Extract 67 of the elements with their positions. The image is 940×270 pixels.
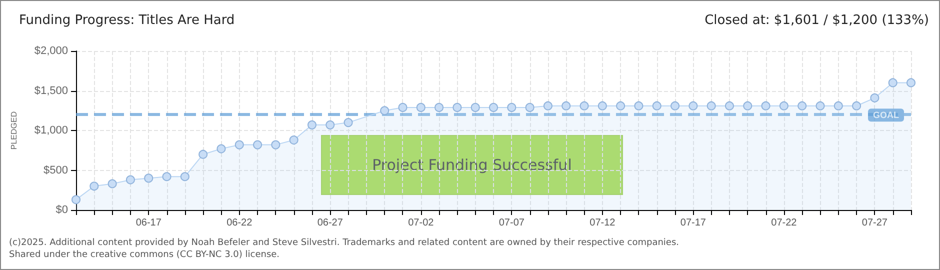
point [489, 102, 498, 112]
point [216, 144, 226, 154]
x-tick-label: 07-12 [590, 218, 616, 228]
point [525, 102, 534, 112]
point [743, 101, 752, 110]
banner-box: Project Funding Successful [321, 135, 623, 195]
point [416, 102, 426, 112]
point [180, 172, 190, 182]
point [616, 101, 626, 110]
point [779, 101, 788, 110]
point [126, 175, 135, 184]
point [307, 120, 316, 130]
point [380, 106, 390, 116]
x-tick-label: 06-17 [136, 218, 162, 228]
x-tick-label: 06-22 [226, 218, 253, 228]
x-tick-label: 07-17 [680, 218, 706, 228]
point [344, 118, 353, 128]
x-tick-label: 07-27 [862, 218, 888, 228]
y-tick-label: $1,500 [34, 84, 68, 97]
point [543, 101, 552, 110]
text: (c)2025. Additional content provided by Noah Befeler and Steve Silvestri. Trademarks and related content are owned by their respective companies. [9, 237, 680, 249]
point [144, 174, 154, 183]
point [670, 101, 680, 110]
point [562, 101, 571, 110]
point [198, 150, 208, 159]
point [289, 136, 298, 145]
point [398, 102, 408, 112]
point [706, 101, 716, 110]
point [852, 101, 862, 110]
point [634, 101, 644, 110]
chart-subtitle: Closed at: $1,601 / $1,200 (133%) [704, 13, 929, 28]
x-tick-label: 07-07 [498, 218, 525, 228]
point [90, 182, 99, 191]
point [580, 101, 589, 110]
point [271, 140, 280, 150]
point [234, 140, 244, 150]
point [724, 101, 734, 110]
point [162, 172, 172, 182]
ref-line-label: GOAL [873, 110, 900, 120]
point [761, 101, 770, 110]
point [906, 78, 916, 88]
point [108, 179, 117, 188]
point [72, 195, 80, 204]
point [507, 102, 516, 112]
y-tick-label: $1,000 [34, 124, 68, 136]
point [434, 102, 444, 112]
point [816, 101, 825, 110]
point [470, 102, 480, 112]
y-tick-label: $500 [44, 164, 68, 176]
text: Shared under the creative commons (CC BY-NC 3.0) license. [9, 249, 281, 261]
x-tick-label: 07-22 [771, 218, 798, 228]
point [688, 101, 698, 110]
y-axis-title: PLEDGED [10, 111, 18, 150]
chart-title: Funding Progress: Titles Are Hard [19, 13, 235, 28]
point [326, 120, 335, 130]
point [598, 101, 607, 110]
point [652, 101, 662, 110]
point [870, 93, 880, 102]
point [888, 78, 898, 88]
point [452, 102, 462, 112]
point [253, 140, 262, 150]
y-tick-label: $0 [56, 204, 68, 216]
x-tick-label: 06-27 [317, 218, 344, 228]
point [798, 101, 807, 110]
point [834, 101, 843, 110]
x-tick-label: 07-02 [408, 218, 434, 228]
y-tick-label: $2,000 [34, 45, 68, 57]
